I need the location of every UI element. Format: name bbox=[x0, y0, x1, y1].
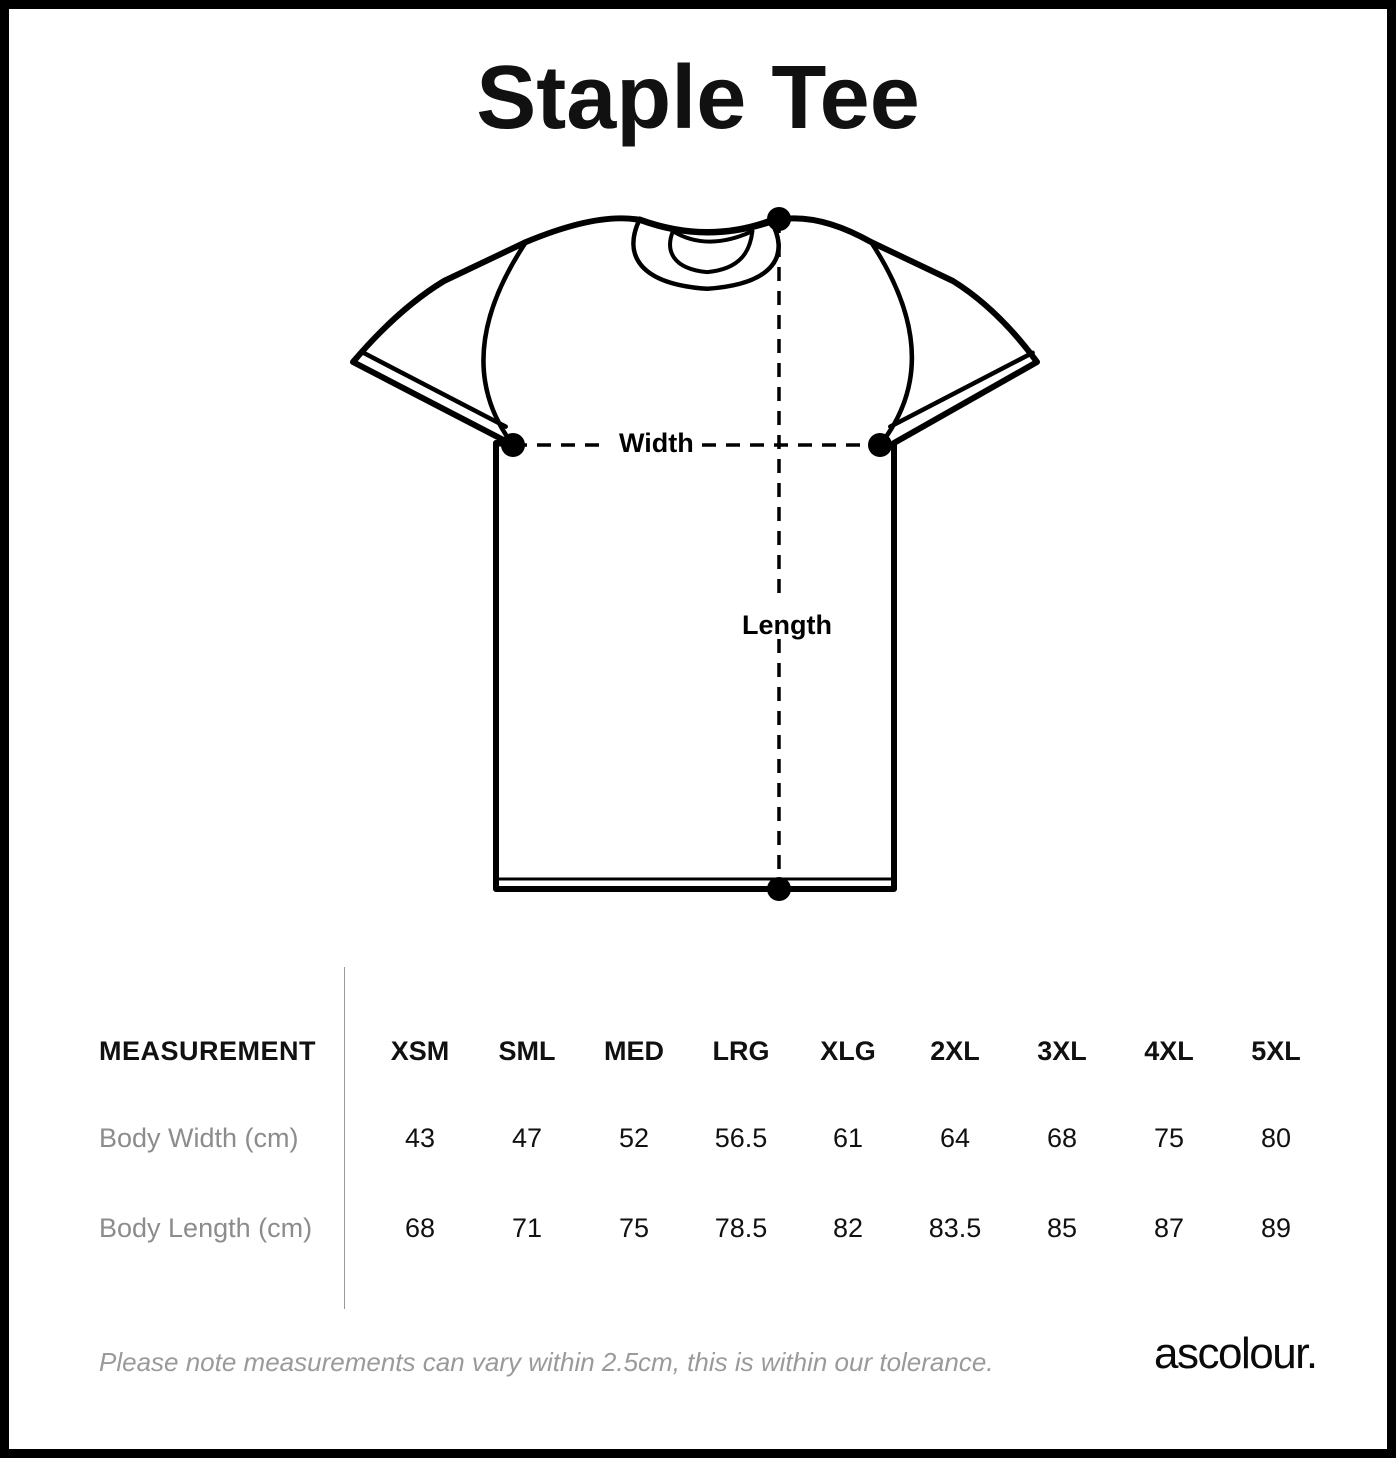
svg-text:Length: Length bbox=[742, 610, 832, 640]
svg-text:Width: Width bbox=[619, 428, 694, 458]
